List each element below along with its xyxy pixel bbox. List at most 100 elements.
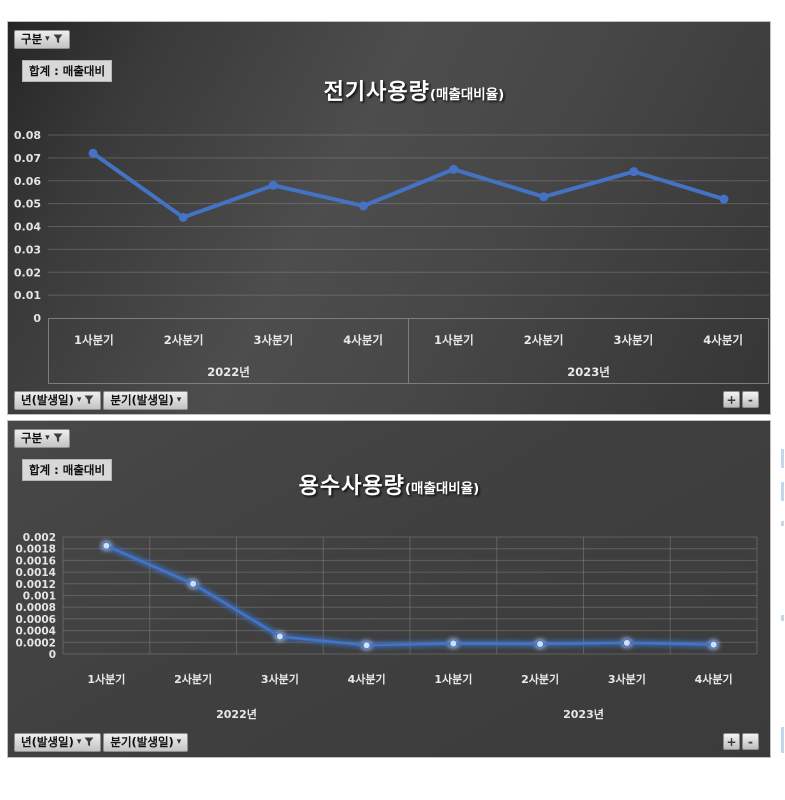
y-axis-tick: 0.0006 — [15, 614, 56, 626]
y-axis-tick: 0.002 — [23, 532, 56, 544]
sheet-edge-artifact — [781, 482, 784, 501]
quarter-field-button[interactable]: 분기(발생일) ▾ — [103, 391, 189, 410]
y-axis-tick: 0.0002 — [15, 637, 56, 649]
y-axis-tick: 0.0012 — [15, 579, 56, 591]
category-filter-button[interactable]: 구분 ▾ — [14, 429, 70, 448]
quarter-field-label: 분기(발생일) — [110, 393, 174, 407]
year-field-label: 년(발생일) — [21, 735, 74, 749]
data-point-marker — [622, 638, 631, 647]
year-group-label: 2022년 — [207, 365, 250, 379]
filter-funnel-icon — [84, 395, 94, 405]
data-point-marker — [449, 164, 459, 174]
x-axis-label: 3사분기 — [253, 333, 294, 347]
drill-buttons: + - — [723, 733, 759, 750]
x-axis-label: 4사분기 — [703, 333, 743, 347]
x-axis-label: 3사분기 — [613, 333, 654, 347]
data-point-marker — [449, 639, 458, 648]
chart-title-suffix: (매출대비율) — [429, 87, 505, 103]
x-axis-label: 3사분기 — [260, 673, 299, 686]
expand-button[interactable]: + — [723, 733, 740, 750]
x-axis-label: 2사분기 — [163, 333, 204, 347]
year-field-button[interactable]: 년(발생일) ▾ — [14, 733, 102, 752]
expand-button[interactable]: + — [723, 391, 740, 408]
data-point-marker — [268, 180, 278, 190]
y-axis-tick: 0.08 — [14, 129, 41, 142]
chart-title-main: 전기사용량 — [323, 80, 430, 105]
y-axis-tick: 0.05 — [14, 198, 41, 211]
data-point-marker — [719, 194, 729, 204]
x-axis-label: 1사분기 — [434, 673, 473, 686]
quarter-field-button[interactable]: 분기(발생일) ▾ — [103, 733, 189, 752]
filter-funnel-icon — [84, 737, 94, 747]
y-axis-tick: 0.0014 — [15, 567, 56, 579]
chevron-down-icon: ▾ — [45, 432, 50, 443]
x-axis-label: 2사분기 — [521, 673, 560, 686]
x-axis-label: 4사분기 — [694, 673, 733, 686]
collapse-button[interactable]: - — [742, 391, 759, 408]
y-axis-tick: 0 — [49, 649, 56, 661]
y-axis-tick: 0.03 — [14, 243, 41, 256]
y-axis-tick: 0.06 — [14, 175, 41, 188]
water-line-plot: 00.00020.00040.00060.00080.0010.00120.00… — [15, 532, 758, 661]
value-field-chip[interactable]: 합계 : 매출대비 — [22, 60, 113, 82]
y-axis-tick: 0.02 — [14, 266, 41, 279]
x-axis-label: 1사분기 — [408, 319, 499, 361]
x-axis-label: 4사분기 — [343, 333, 383, 347]
data-point-marker — [629, 167, 639, 177]
sheet-edge-artifact — [781, 521, 784, 526]
series-line — [91, 151, 726, 220]
chevron-down-icon: ▾ — [176, 394, 182, 405]
chart-title-suffix: (매출대비율) — [404, 481, 480, 497]
y-axis-tick: 0.0016 — [15, 555, 56, 567]
water-chart-card: 구분 ▾ 합계 : 매출대비 용수사용량(매출대비율) 0 0.0002 0.000… — [8, 421, 770, 757]
electricity-chart-card: 구분 ▾ 합계 : 매출대비 전기사용량(매출대비율) 0 0.01 0.02 0.0… — [8, 22, 770, 414]
chevron-down-icon: ▾ — [176, 736, 182, 747]
quarter-labels-row: 1사분기 2사분기 3사분기 4사분기 1사분기 2사분기 3사분기 4사분기 — [63, 670, 757, 688]
chart-title: 용수사용량(매출대비율) — [8, 468, 770, 500]
data-point-marker — [102, 541, 111, 550]
year-group-label: 2022년 — [216, 708, 257, 721]
value-field-chip[interactable]: 합계 : 매출대비 — [22, 459, 113, 481]
data-point-marker — [88, 148, 98, 158]
sheet-edge-artifact — [781, 449, 784, 468]
collapse-button[interactable]: - — [742, 733, 759, 750]
data-point-marker — [539, 192, 549, 202]
year-labels-row: 2022년 2023년 — [63, 705, 757, 723]
sheet-edge-artifact — [781, 727, 784, 753]
year-group-label: 2023년 — [563, 708, 604, 721]
y-axis-tick: 0.04 — [14, 221, 41, 234]
x-axis-label: 1사분기 — [74, 333, 114, 347]
category-filter-button[interactable]: 구분 ▾ — [14, 30, 70, 49]
x-axis-label: 4사분기 — [347, 673, 386, 686]
quarter-labels-row: 1사분기 2사분기 3사분기 4사분기 1사분기 2사분기 3사분기 4사분기 — [49, 319, 768, 361]
y-axis-tick: 0.07 — [14, 152, 41, 165]
data-point-marker — [358, 201, 368, 211]
chevron-down-icon: ▾ — [76, 394, 82, 405]
data-point-marker — [189, 579, 198, 588]
y-axis-tick: 0.001 — [23, 591, 56, 603]
year-field-button[interactable]: 년(발생일) ▾ — [14, 391, 102, 410]
data-point-marker — [275, 632, 284, 641]
data-point-marker — [709, 640, 718, 649]
x-axis-label: 3사분기 — [607, 673, 646, 686]
axis-field-buttons: 년(발생일) ▾ 분기(발생일) ▾ — [14, 391, 189, 410]
series-line — [105, 544, 715, 647]
electricity-line-plot: 0 0.01 0.02 0.03 0.04 0.05 0.06 0.07 0.08 — [14, 129, 769, 325]
category-filter-label: 구분 — [21, 431, 43, 445]
chevron-down-icon: ▾ — [76, 736, 82, 747]
y-axis-tick: 0.0004 — [15, 626, 56, 638]
data-point-marker — [178, 212, 188, 222]
y-axis-tick: 0.0018 — [15, 544, 56, 556]
axis-field-buttons: 년(발생일) ▾ 분기(발생일) ▾ — [14, 733, 189, 752]
filter-funnel-icon — [53, 34, 63, 44]
year-labels-row: 2022년 2023년 — [49, 361, 768, 383]
x-axis-label: 2사분기 — [523, 333, 564, 347]
data-point-marker — [362, 641, 371, 650]
sheet-edge-artifact — [781, 615, 784, 621]
chart-title-main: 용수사용량 — [298, 474, 405, 499]
x-axis-box: 1사분기 2사분기 3사분기 4사분기 1사분기 2사분기 3사분기 4사분기 2022년 20… — [48, 318, 769, 384]
chevron-down-icon: ▾ — [45, 33, 50, 44]
y-axis-tick: 0.0008 — [15, 602, 56, 614]
filter-funnel-icon — [53, 433, 63, 443]
category-filter-label: 구분 — [21, 32, 43, 46]
